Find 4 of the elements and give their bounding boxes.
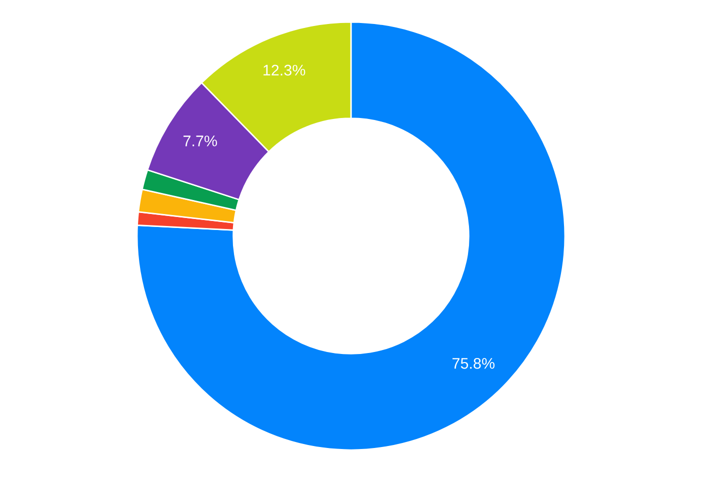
donut-slice xyxy=(136,21,566,451)
data-label: 12.3% xyxy=(264,64,306,76)
data-label: 75.8% xyxy=(452,358,495,369)
data-label: 7.7% xyxy=(184,136,218,146)
